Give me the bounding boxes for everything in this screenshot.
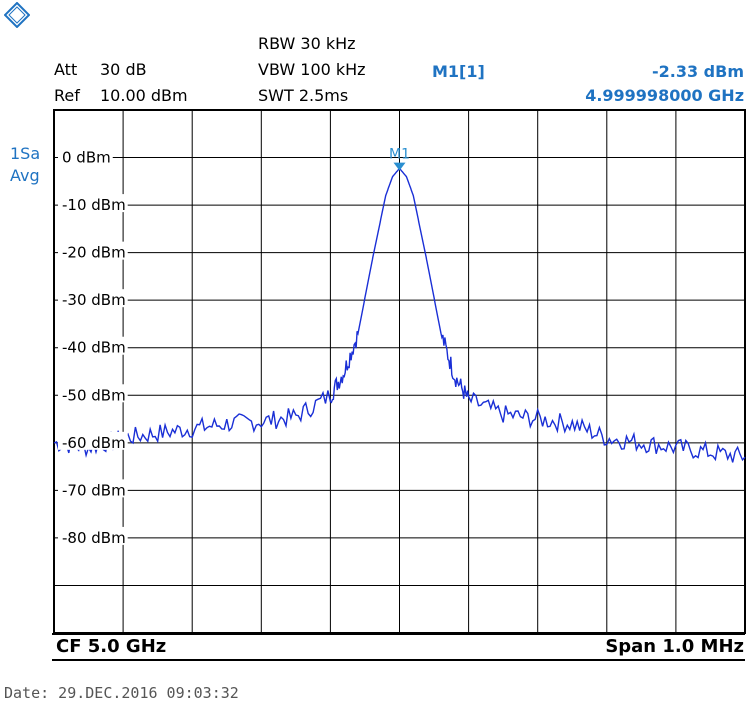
rbw-setting: RBW 30 kHz [258, 34, 356, 53]
swt-setting: SWT 2.5ms [258, 86, 349, 105]
att-value: 30 dB [100, 60, 147, 79]
att-label: Att [54, 60, 78, 79]
center-frequency: CF 5.0 GHz [56, 636, 167, 657]
tick-label-bg [58, 241, 128, 260]
y-tick-label: -80 dBm [62, 529, 126, 547]
span-value: Span 1.0 MHz [605, 636, 744, 657]
timestamp: Date: 29.DEC.2016 09:03:32 [4, 684, 239, 702]
marker-frequency: 4.999998000 GHz [585, 86, 744, 105]
trace-detector: 1Sa [10, 144, 41, 163]
marker-m1-icon [393, 162, 406, 171]
y-tick-label: -50 dBm [62, 386, 126, 404]
tick-label-bg [58, 431, 128, 450]
marker-name: M1[1] [432, 62, 485, 81]
ref-value: 10.00 dBm [100, 86, 188, 105]
tick-label-bg [58, 289, 128, 308]
tick-label-bg [58, 194, 128, 213]
trace-mode: Avg [10, 166, 40, 185]
tick-label-bg [58, 479, 128, 498]
y-tick-label: -70 dBm [62, 481, 126, 499]
tick-label-bg [58, 146, 113, 165]
vbw-setting: VBW 100 kHz [258, 60, 366, 79]
tick-label-bg [58, 336, 128, 355]
y-tick-label: -60 dBm [62, 434, 126, 452]
y-tick-label: -20 dBm [62, 244, 126, 262]
marker-m1-label: M1 [389, 147, 410, 163]
tick-label-bg [58, 526, 128, 545]
y-tick-label: -10 dBm [62, 196, 126, 214]
logo-icon [3, 1, 31, 29]
marker-level: -2.33 dBm [651, 62, 744, 81]
y-tick-label: -40 dBm [62, 339, 126, 357]
tick-label-bg [58, 384, 128, 403]
y-tick-label: 0 dBm [62, 149, 111, 167]
ref-label: Ref [54, 86, 80, 105]
y-tick-label: -30 dBm [62, 291, 126, 309]
footer-bar [52, 633, 745, 661]
